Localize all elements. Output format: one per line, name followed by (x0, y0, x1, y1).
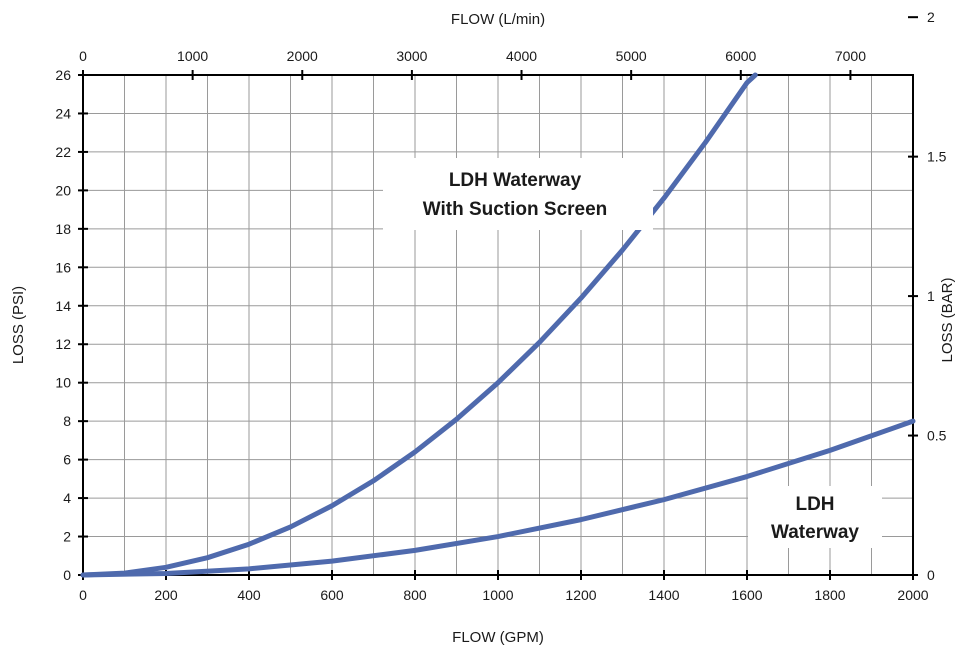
x2-tick-label: 7000 (835, 48, 866, 64)
x-tick-label: 2000 (897, 587, 928, 603)
x2-tick-label: 2000 (287, 48, 318, 64)
x2-tick-label: 0 (79, 48, 87, 64)
x-axis-title: FLOW (GPM) (452, 629, 544, 646)
y2-tick-label: 1.5 (927, 149, 947, 165)
y-tick-label: 20 (55, 182, 71, 198)
y-tick-label: 6 (63, 452, 71, 468)
x2-tick-label: 1000 (177, 48, 208, 64)
y2-axis-title: LOSS (BAR) (939, 277, 956, 362)
y2-tick-label: 1 (927, 288, 935, 304)
y-tick-label: 2 (63, 529, 71, 545)
tick-labels: 0 200 400 600 800 1000 1200 1400 1600 1800 2000024… (55, 9, 946, 603)
x2-axis-title: FLOW (L/min) (451, 11, 545, 28)
annotation-ldh-line1: LDH (795, 494, 834, 515)
y2-tick-label: 2 (927, 9, 935, 25)
y-tick-label: 16 (55, 259, 71, 275)
series-line-1 (80, 418, 916, 578)
y2-tick-label: 0.5 (927, 428, 947, 444)
x2-tick-label: 5000 (616, 48, 647, 64)
axis-ticks (78, 16, 918, 580)
x-tick-label: 600 (320, 587, 344, 603)
annotation-ldh-line2: Waterway (771, 522, 859, 543)
x-tick-label: 1200 (565, 587, 596, 603)
x-tick-label: 800 (403, 587, 427, 603)
y-tick-label: 12 (55, 336, 71, 352)
x-tick-label: 0 (79, 587, 87, 603)
y-tick-label: 0 (63, 567, 71, 583)
x-tick-label: 200 (154, 587, 178, 603)
series-lines (80, 72, 916, 578)
annotation-suction-line2: With Suction Screen (423, 199, 608, 220)
series-line-0 (80, 72, 758, 578)
y2-tick-label: 0 (927, 567, 935, 583)
x-tick-label: 1800 (814, 587, 845, 603)
x-tick-label: 1400 (648, 587, 679, 603)
y-tick-label: 14 (55, 298, 71, 314)
x-tick-label: 1600 (731, 587, 762, 603)
y-tick-label: 26 (55, 67, 71, 83)
y-tick-label: 8 (63, 413, 71, 429)
y-tick-label: 24 (55, 105, 71, 121)
x2-tick-label: 4000 (506, 48, 537, 64)
x-tick-label: 1000 (482, 587, 513, 603)
y-tick-label: 4 (63, 490, 71, 506)
x-tick-label: 400 (237, 587, 261, 603)
x2-tick-label: 3000 (396, 48, 427, 64)
y-tick-label: 22 (55, 144, 71, 160)
y-tick-label: 18 (55, 221, 71, 237)
x2-tick-label: 6000 (725, 48, 756, 64)
annotation-bg-ldh (748, 486, 882, 548)
annotation-bg-suction (383, 158, 653, 230)
y-axis-title: LOSS (PSI) (10, 286, 27, 364)
y-tick-label: 10 (55, 375, 71, 391)
annotation-suction-line1: LDH Waterway (449, 170, 582, 191)
